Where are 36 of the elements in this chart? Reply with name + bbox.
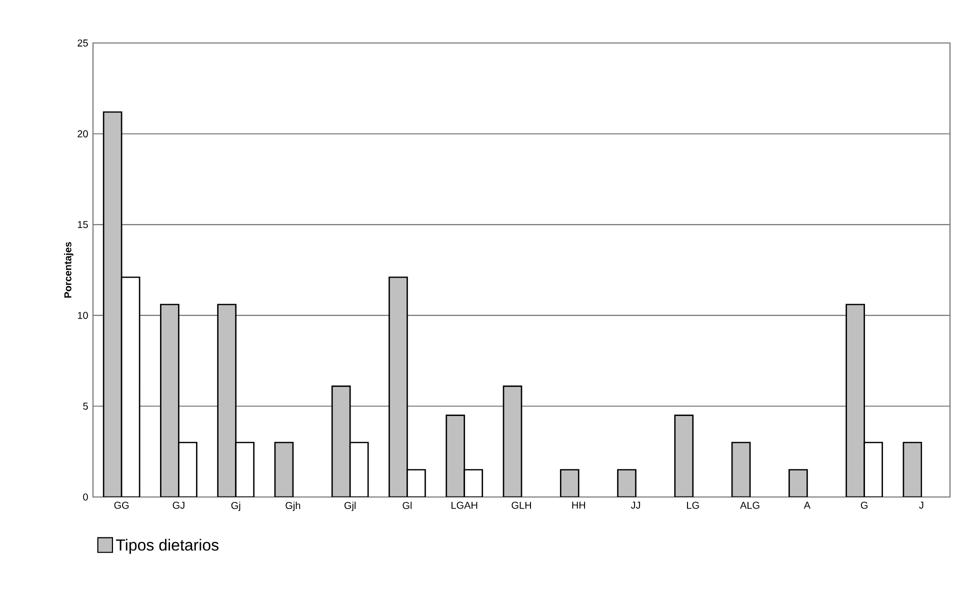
bar [846, 304, 865, 497]
bar [102, 111, 122, 497]
x-tick-label: JJ [630, 502, 640, 509]
x-tick-label: G [860, 502, 868, 509]
y-tick-label: 5 [83, 402, 88, 410]
bar [731, 442, 751, 497]
y-tick-label: 20 [78, 130, 88, 138]
bar [674, 414, 694, 497]
bar [160, 304, 180, 497]
bar [331, 386, 351, 497]
legend-label: Tipos dietarios [116, 538, 219, 554]
bar [217, 304, 237, 497]
x-tick-label: ALG [740, 502, 760, 509]
y-axis-title: Porcentajes [64, 242, 74, 298]
bar [902, 442, 922, 497]
bar [388, 276, 408, 497]
x-tick-label: HH [572, 502, 586, 509]
y-tick-label: 25 [78, 39, 88, 47]
y-tick-label: 15 [78, 221, 88, 228]
bar [120, 276, 140, 497]
x-tick-label: A [804, 502, 810, 509]
x-tick-label: Gl [402, 502, 412, 510]
bar [274, 442, 294, 497]
x-tick-label: Gjl [344, 502, 356, 512]
x-tick-label: GLH [512, 502, 531, 509]
x-tick-label: LG [687, 502, 699, 509]
x-tick-label: Gj [231, 502, 240, 512]
x-tick-label: Gjh [286, 502, 300, 512]
x-tick-label: LGAH [452, 502, 478, 509]
x-tick-label: GJ [172, 502, 184, 509]
y-tick-label: 0 [83, 493, 88, 501]
bar [446, 414, 466, 497]
y-tick-label: 10 [78, 312, 88, 319]
bar [502, 386, 522, 497]
x-tick-label: GG [114, 502, 129, 509]
x-tick-label: J [919, 502, 924, 509]
